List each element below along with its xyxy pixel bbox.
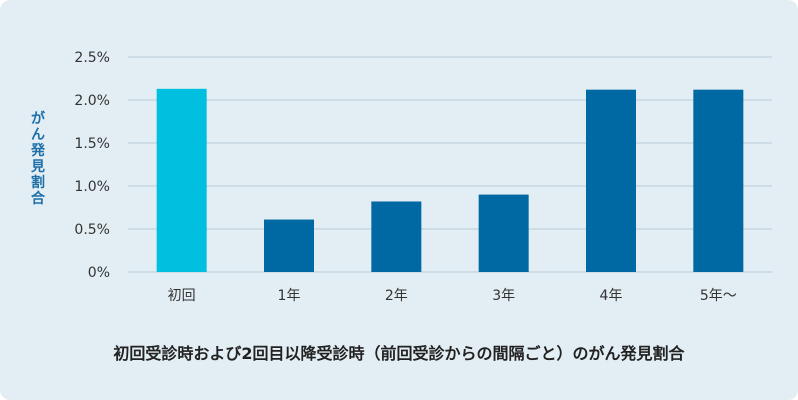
y-tick-label: 2.5%: [74, 50, 110, 66]
bar: [478, 194, 529, 272]
bar: [156, 88, 207, 272]
y-tick-label: 1.0%: [74, 179, 110, 195]
x-tick-label: 1年: [278, 288, 301, 304]
x-tick-label: 5年〜: [700, 288, 737, 304]
bars: [156, 88, 744, 273]
y-tick-label: 2.0%: [74, 93, 110, 109]
x-tick-label: 2年: [385, 288, 408, 304]
bar: [586, 89, 636, 273]
y-tick-label: 0.5%: [74, 222, 110, 238]
x-tick-label: 3年: [492, 288, 515, 304]
bar: [371, 201, 422, 272]
bar-chart: 0% 0.5% 1.0% 1.5% 2.0% 2.5% 初回 1年 2年 3年 4年 5年〜 がん発…: [30, 50, 772, 304]
x-tick-label: 4年: [600, 288, 623, 304]
y-tick-label: 0%: [88, 265, 110, 281]
x-axis-labels: 初回 1年 2年 3年 4年 5年〜: [168, 287, 737, 304]
y-axis-label: がん発見割合: [30, 110, 46, 207]
y-axis-ticks: 0% 0.5% 1.0% 1.5% 2.0% 2.5%: [74, 50, 110, 281]
y-tick-label: 1.5%: [74, 136, 110, 152]
chart-caption: 初回受診時および2回目以降受診時（前回受診からの間隔ごと）のがん発見割合: [113, 344, 685, 363]
y-axis-title: がん発見割合: [30, 110, 46, 207]
grid-lines: [128, 56, 772, 273]
x-tick-label: 初回: [168, 287, 196, 304]
bar: [264, 219, 314, 272]
bar: [693, 89, 744, 273]
